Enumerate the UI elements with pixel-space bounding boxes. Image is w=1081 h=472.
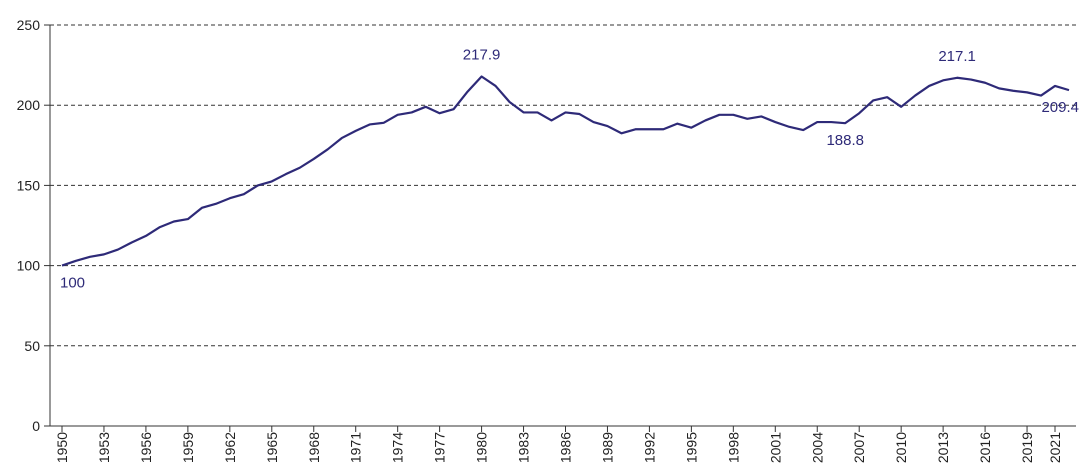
- annotation: 100: [60, 275, 85, 292]
- annotation: 188.8: [826, 132, 864, 149]
- line: [61, 75, 1070, 267]
- x-tick-label: 1977: [432, 432, 448, 463]
- x-tick-label: 1989: [599, 432, 615, 463]
- x-tick-label: 2001: [767, 432, 783, 463]
- x-tick-label: 1998: [725, 432, 741, 463]
- annotation: 217.9: [463, 46, 501, 63]
- y-tick-label: 150: [17, 177, 41, 193]
- x-tick-label: 2004: [809, 432, 825, 463]
- y-tick-label: 0: [32, 418, 40, 434]
- y-tick-label: 250: [17, 17, 41, 33]
- x-tick-label: 1956: [138, 432, 154, 463]
- y-tick-label: 50: [24, 338, 40, 354]
- x-tick-label: 1980: [474, 432, 490, 463]
- x-tick-label: 1983: [516, 432, 532, 463]
- x-tick-label: 2007: [851, 432, 867, 463]
- x-tick-label: 2013: [935, 432, 951, 463]
- x-tick-label: 1950: [54, 432, 70, 463]
- x-tick-label: 1968: [306, 432, 322, 463]
- x-tick-label: 1971: [348, 432, 364, 463]
- annotation: 209.4: [1041, 99, 1079, 116]
- x-tick-label: 1953: [96, 432, 112, 463]
- x-tick-label: 2021: [1047, 432, 1063, 463]
- x-tick-label: 1974: [390, 432, 406, 463]
- x-tick-label: 2010: [893, 432, 909, 463]
- x-tick-label: 1986: [558, 432, 574, 463]
- y-tick-label: 200: [17, 97, 41, 113]
- x-tick-label: 1992: [641, 432, 657, 463]
- x-tick-label: 2016: [977, 432, 993, 463]
- y-tick-label: 100: [17, 258, 41, 274]
- x-tick-label: 2019: [1019, 432, 1035, 463]
- x-tick-label: 1965: [264, 432, 280, 463]
- annotation: 217.1: [938, 48, 976, 65]
- x-tick-label: 1995: [683, 432, 699, 463]
- x-tick-label: 1959: [180, 432, 196, 463]
- x-tick-label: 1962: [222, 432, 238, 463]
